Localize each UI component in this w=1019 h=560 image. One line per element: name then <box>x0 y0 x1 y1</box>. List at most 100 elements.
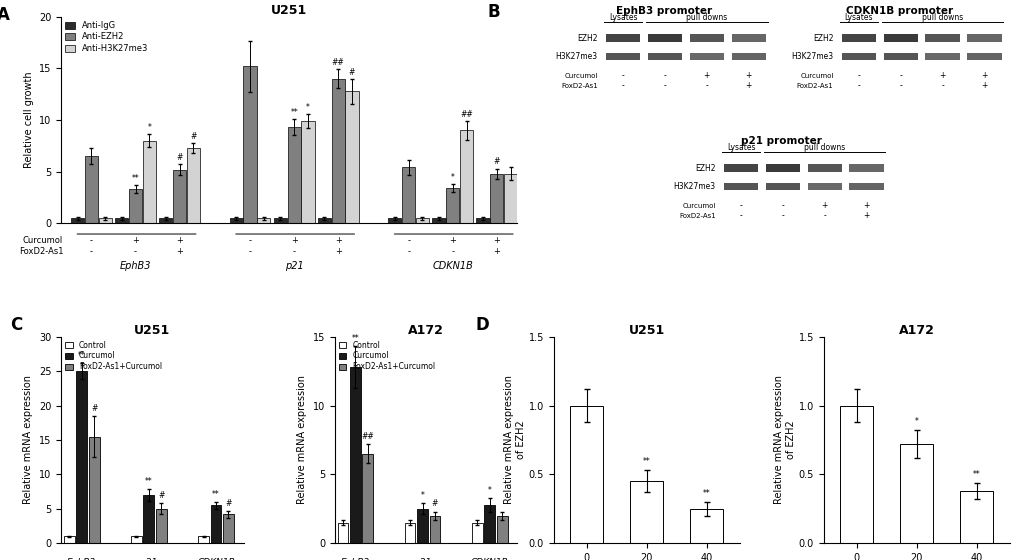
Bar <box>503 174 517 223</box>
Text: FoxD2-As1: FoxD2-As1 <box>560 83 597 88</box>
Bar <box>849 183 882 190</box>
Text: -: - <box>899 81 901 90</box>
Bar <box>647 34 682 42</box>
Text: H3K27me3: H3K27me3 <box>673 182 715 191</box>
Bar <box>605 34 640 42</box>
Bar <box>429 516 440 543</box>
Text: -: - <box>781 201 784 210</box>
Text: *: * <box>306 102 310 112</box>
Bar <box>144 495 154 543</box>
Text: -: - <box>739 201 742 210</box>
Text: -: - <box>133 247 137 256</box>
Bar <box>156 509 166 543</box>
Text: +: + <box>980 81 986 90</box>
Text: p21: p21 <box>284 261 304 270</box>
Text: -: - <box>857 71 859 80</box>
Text: FoxD2-As1: FoxD2-As1 <box>18 247 63 256</box>
Text: Curcumol: Curcumol <box>799 73 833 78</box>
Text: ##: ## <box>361 432 374 441</box>
Text: Curcumol: Curcumol <box>564 73 597 78</box>
Text: H3K27me3: H3K27me3 <box>791 52 833 61</box>
Title: U251: U251 <box>271 4 307 17</box>
Text: #: # <box>225 499 231 508</box>
Text: **: ** <box>702 489 710 498</box>
Bar <box>257 218 270 223</box>
Bar <box>924 53 959 60</box>
Text: pull downs: pull downs <box>686 13 727 22</box>
Text: CDKN1B: CDKN1B <box>471 558 507 560</box>
Text: +: + <box>290 236 298 245</box>
Bar <box>723 165 757 172</box>
Bar <box>173 170 186 223</box>
Bar <box>689 34 723 42</box>
Text: ##: ## <box>331 58 344 67</box>
Bar <box>186 148 200 223</box>
Text: Curcumol: Curcumol <box>22 236 63 245</box>
Text: -: - <box>407 247 410 256</box>
Bar <box>849 165 882 172</box>
Text: EphB3: EphB3 <box>119 261 151 270</box>
Text: +: + <box>493 236 499 245</box>
Bar <box>159 218 172 223</box>
Text: Lysates: Lysates <box>727 143 754 152</box>
Bar <box>723 183 757 190</box>
Bar <box>807 165 841 172</box>
Text: **: ** <box>290 108 298 117</box>
Text: -: - <box>663 71 665 80</box>
Text: **: ** <box>212 490 220 499</box>
Bar <box>630 481 662 543</box>
Text: FoxD2-As1: FoxD2-As1 <box>679 213 715 218</box>
Bar <box>841 53 875 60</box>
Text: -: - <box>941 81 943 90</box>
Text: **: ** <box>131 174 140 183</box>
Text: +: + <box>703 71 709 80</box>
Title: A172: A172 <box>898 324 933 337</box>
Text: C: C <box>10 316 22 334</box>
Text: A: A <box>0 7 10 25</box>
Bar <box>689 53 723 60</box>
Title: p21 promoter: p21 promoter <box>741 136 821 146</box>
Bar <box>966 53 1001 60</box>
Text: -: - <box>781 211 784 220</box>
Text: #: # <box>158 491 164 500</box>
Text: -: - <box>622 71 624 80</box>
Text: -: - <box>249 236 252 245</box>
Bar <box>570 405 602 543</box>
Text: pull downs: pull downs <box>803 143 845 152</box>
Text: -: - <box>822 211 825 220</box>
Bar <box>445 188 459 223</box>
Bar <box>89 437 100 543</box>
Text: ##: ## <box>460 110 473 119</box>
Bar <box>841 34 875 42</box>
Y-axis label: Relative mRNA expression
of EZH2: Relative mRNA expression of EZH2 <box>503 376 526 505</box>
Text: -: - <box>739 211 742 220</box>
Bar <box>807 183 841 190</box>
Text: #: # <box>348 68 355 77</box>
Bar <box>85 156 98 223</box>
Bar <box>287 127 301 223</box>
Title: U251: U251 <box>135 324 170 337</box>
Text: pull downs: pull downs <box>921 13 962 22</box>
Text: +: + <box>176 247 183 256</box>
Text: #: # <box>191 132 197 141</box>
Text: EZH2: EZH2 <box>577 34 597 43</box>
Bar <box>417 509 428 543</box>
Bar <box>731 53 765 60</box>
Bar <box>229 218 243 223</box>
Text: -: - <box>407 236 410 245</box>
Bar <box>959 491 993 543</box>
Text: CDKN1B: CDKN1B <box>432 261 473 270</box>
Text: +: + <box>132 236 139 245</box>
Bar <box>605 53 640 60</box>
Bar <box>223 514 233 543</box>
Text: +: + <box>745 71 751 80</box>
Bar <box>840 405 872 543</box>
Bar <box>900 444 932 543</box>
Y-axis label: Relative mRNA expression: Relative mRNA expression <box>297 376 307 505</box>
Text: *: * <box>914 417 918 426</box>
Text: +: + <box>862 201 869 210</box>
Legend: Control, Curcumol, FoxD2-As1+Curcumol: Control, Curcumol, FoxD2-As1+Curcumol <box>65 340 162 371</box>
Bar <box>331 79 344 223</box>
Text: *: * <box>487 486 491 494</box>
Text: *: * <box>148 123 151 132</box>
